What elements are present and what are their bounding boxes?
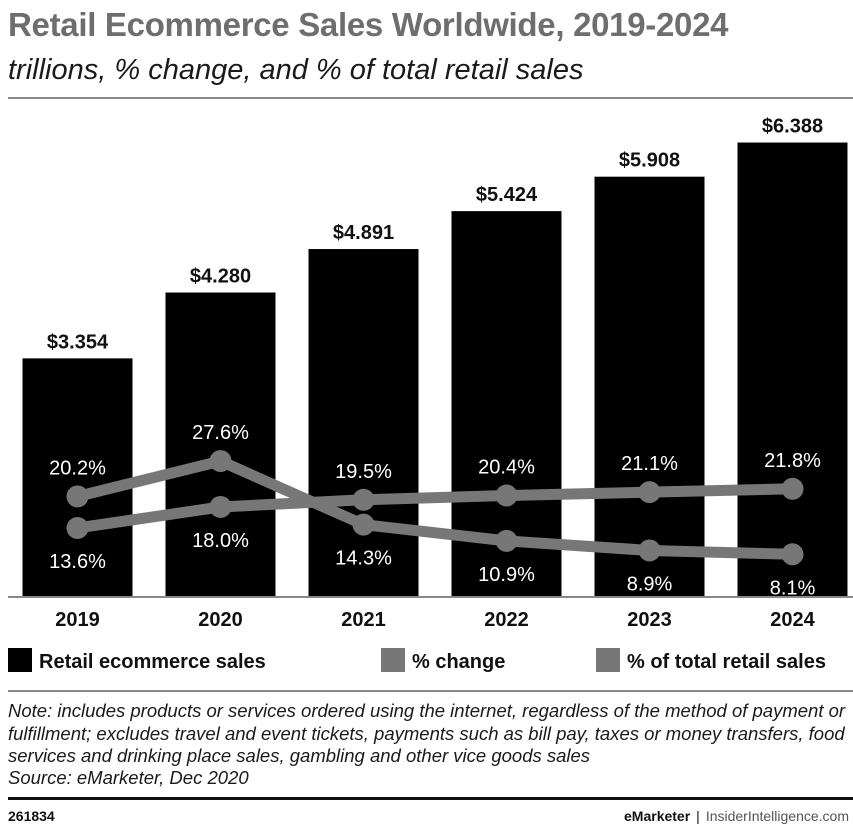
bar-2023	[594, 176, 705, 598]
point-pct-change-2019	[66, 485, 89, 508]
x-tick-label-2024: 2024	[770, 609, 815, 631]
bar-value-label-2021: $4.891	[333, 222, 394, 244]
legend-swatch-3	[596, 648, 620, 672]
point-label-pct-change-2021: 14.3%	[335, 548, 392, 570]
bar-value-label-2024: $6.388	[762, 116, 823, 138]
point-label-pct-total-retail-2020: 18.0%	[192, 530, 249, 552]
point-pct-total-retail-2019	[66, 516, 89, 539]
legend-label-3: % of total retail sales	[627, 651, 826, 673]
bar-2021	[308, 249, 419, 597]
bar-value-label-2023: $5.908	[619, 150, 680, 172]
point-pct-change-2021	[352, 513, 375, 536]
point-pct-total-retail-2022	[495, 484, 518, 507]
bar-value-label-2020: $4.280	[190, 266, 251, 288]
lines-layer	[66, 450, 804, 566]
x-tick-label-2022: 2022	[484, 609, 529, 631]
bar-labels-layer: $3.354 $4.280 $4.891 $5.424 $5.908 $6.388	[47, 116, 823, 354]
bar-2019	[22, 358, 133, 597]
point-pct-change-2022	[495, 529, 518, 552]
point-label-pct-total-retail-2024: 21.8%	[764, 450, 821, 472]
point-label-pct-total-retail-2021: 19.5%	[335, 461, 392, 483]
legend: Retail ecommerce sales % change % of total…	[8, 648, 826, 673]
point-label-pct-change-2022: 10.9%	[478, 564, 535, 586]
x-tick-labels: 2019 2020 2021 2022 2023 2024	[55, 609, 815, 631]
x-tick-label-2019: 2019	[55, 609, 100, 631]
point-pct-change-2023	[638, 539, 661, 562]
bars-layer	[22, 142, 848, 598]
chart-note: Note: includes products or services orde…	[8, 700, 846, 766]
legend-label-1: Retail ecommerce sales	[39, 651, 266, 673]
legend-swatch-2	[381, 648, 405, 672]
line-pct-change	[72, 455, 798, 560]
line-labels-layer: 20.2% 27.6% 14.3% 10.9% 8.9% 8.1% 13.6% 18.0% 19…	[49, 422, 821, 599]
chart-source: Source: eMarketer, Dec 2020	[8, 767, 249, 788]
point-label-pct-total-retail-2023: 21.1%	[621, 453, 678, 475]
point-pct-change-2024	[781, 543, 804, 566]
point-pct-total-retail-2021	[352, 488, 375, 511]
point-label-pct-change-2019: 20.2%	[49, 457, 106, 479]
point-pct-total-retail-2024	[781, 477, 804, 500]
x-tick-label-2020: 2020	[198, 609, 243, 631]
legend-swatch-1	[8, 648, 32, 672]
footer-brand: eMarketer | InsiderIntelligence.com	[624, 808, 849, 824]
brand-site: InsiderIntelligence.com	[705, 808, 849, 824]
point-pct-change-2020	[209, 450, 232, 473]
bar-2024	[737, 142, 848, 597]
point-pct-total-retail-2023	[638, 481, 661, 504]
line-pct-total-retail	[72, 483, 798, 534]
footer-divider	[8, 797, 853, 800]
point-label-pct-change-2020: 27.6%	[192, 422, 249, 444]
chart-title: Retail Ecommerce Sales Worldwide, 2019-2…	[8, 6, 729, 43]
brand-separator: |	[696, 808, 700, 824]
point-label-pct-change-2024: 8.1%	[770, 577, 816, 599]
point-pct-total-retail-2020	[209, 495, 232, 518]
x-tick-label-2021: 2021	[341, 609, 386, 631]
legend-divider	[8, 690, 853, 692]
brand-name: eMarketer	[624, 808, 691, 824]
point-label-pct-total-retail-2019: 13.6%	[49, 551, 106, 573]
chart-id: 261834	[8, 808, 55, 824]
chart-canvas: $3.354 $4.280 $4.891 $5.424 $5.908 $6.388 20.…	[8, 116, 853, 673]
bar-value-label-2019: $3.354	[47, 331, 109, 353]
legend-label-2: % change	[412, 651, 505, 673]
bar-2020	[165, 292, 276, 597]
point-label-pct-total-retail-2022: 20.4%	[478, 456, 535, 478]
title-divider	[8, 97, 853, 99]
bar-value-label-2022: $5.424	[476, 184, 538, 206]
chart-subtitle: trillions, % change, and % of total reta…	[8, 54, 584, 86]
point-label-pct-change-2023: 8.9%	[627, 573, 673, 595]
x-tick-label-2023: 2023	[627, 609, 672, 631]
